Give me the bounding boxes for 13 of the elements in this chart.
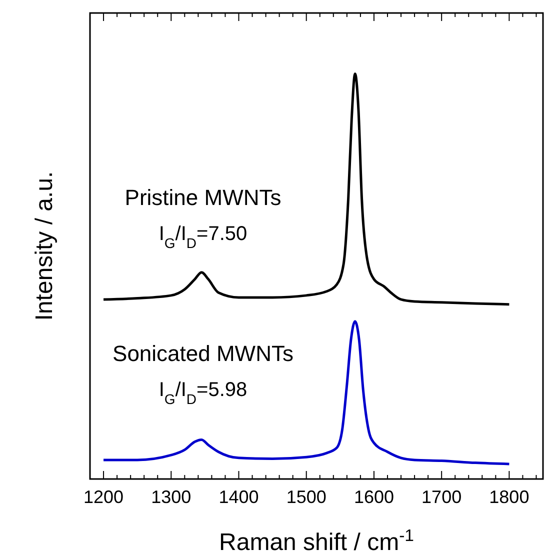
x-tick-label: 1500: [286, 487, 326, 507]
annotation: I$_{G}$/I$_{D}$=7.50: [158, 223, 248, 251]
annotation: Pristine MWNTs: [124, 185, 282, 210]
x-tick-label: 1800: [489, 487, 530, 507]
x-tick-label: 1200: [84, 487, 124, 507]
x-axis-title: Raman shift / cm$^{-1}$: [219, 526, 414, 556]
x-tick-label: 1400: [218, 487, 259, 507]
y-axis-title: Intensity / a.u.: [31, 171, 58, 321]
x-tick-label: 1300: [151, 487, 192, 507]
x-tick-label: 1600: [354, 487, 394, 507]
x-tick-label: 1700: [422, 487, 462, 507]
annotation: I$_{G}$/I$_{D}$=5.98: [158, 379, 248, 407]
annotation: Sonicated MWNTs: [112, 341, 294, 366]
